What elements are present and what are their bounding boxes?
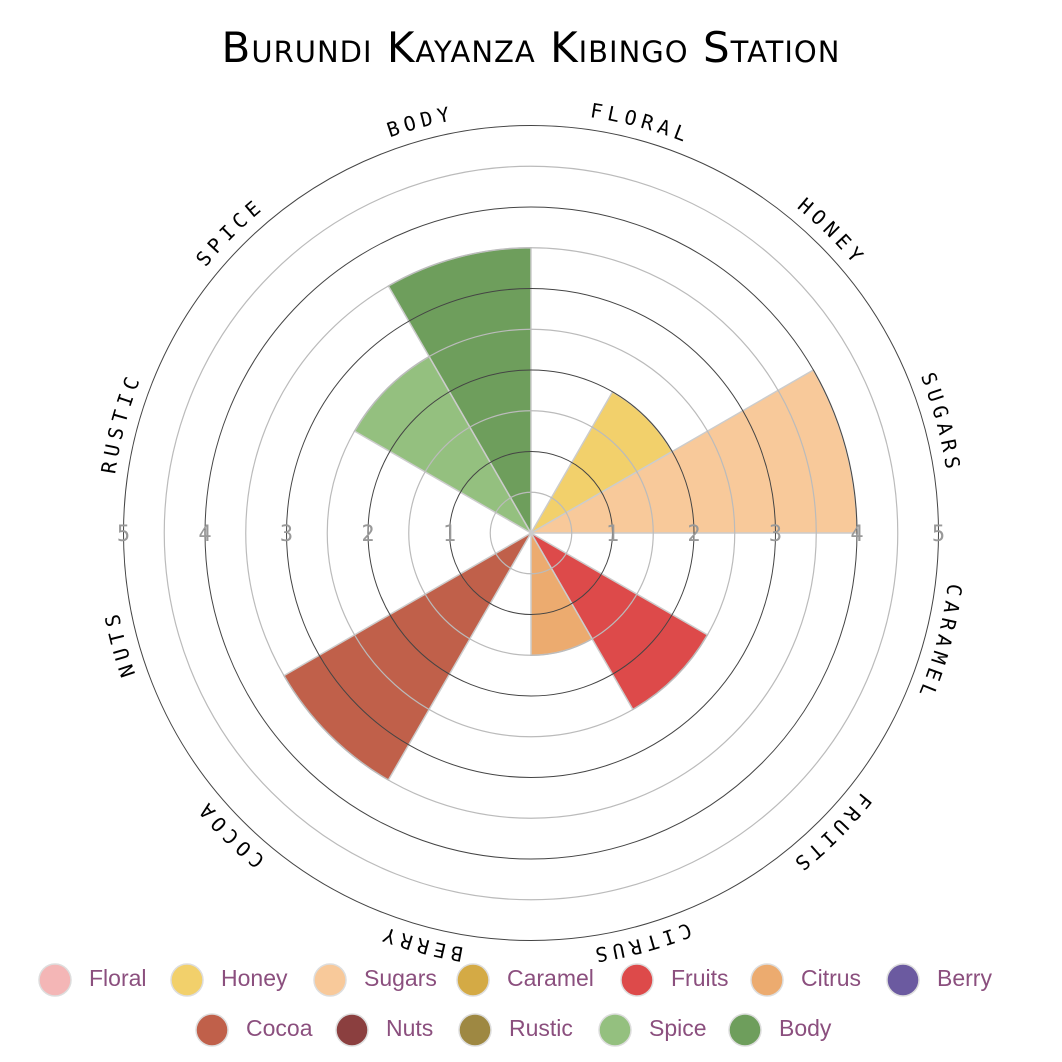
legend-swatch <box>170 963 204 997</box>
grid-circle <box>367 369 695 697</box>
grid-circle <box>123 125 939 941</box>
r-tick-label: 2 <box>687 522 700 547</box>
category-label: Nuts <box>99 607 140 680</box>
legend-swatch <box>750 963 784 997</box>
legend-label: Honey <box>221 965 288 991</box>
category-label: Caramel <box>913 582 967 705</box>
legend-swatch <box>598 1013 632 1047</box>
legend-label: Nuts <box>386 1015 433 1041</box>
legend-swatch <box>335 1013 369 1047</box>
grid-circle <box>204 206 858 860</box>
legend-label: Berry <box>937 965 992 991</box>
legend-label: Cocoa <box>246 1015 313 1041</box>
r-tick-label: 4 <box>198 522 211 547</box>
r-tick-label: 2 <box>361 522 374 547</box>
legend-swatch <box>886 963 920 997</box>
legend-swatch <box>313 963 347 997</box>
category-label: Body <box>384 101 457 142</box>
minor-grid-circle <box>245 247 817 819</box>
legend-swatch <box>38 963 72 997</box>
legend-label: Floral <box>89 965 147 991</box>
r-tick-label: 5 <box>117 522 130 547</box>
minor-grid-circle <box>408 410 654 656</box>
minor-grid-circle <box>489 491 573 575</box>
minor-grid-circle <box>326 328 736 738</box>
category-label-path: Fruits <box>787 789 872 879</box>
legend-label: Citrus <box>801 965 861 991</box>
legend-swatch <box>728 1013 762 1047</box>
category-label-path: Berry <box>375 921 460 966</box>
legend-label: Rustic <box>509 1015 573 1041</box>
sector <box>282 530 534 782</box>
legend-label: Fruits <box>671 965 729 991</box>
legend-swatch <box>456 963 490 997</box>
grid-circle <box>286 288 776 778</box>
legend-label: Caramel <box>507 965 594 991</box>
category-label-path: Caramel <box>913 582 962 705</box>
grid-circle <box>449 451 613 615</box>
r-tick-label: 4 <box>850 522 863 547</box>
legend-swatch <box>195 1013 229 1047</box>
category-label-path: Nuts <box>99 607 135 680</box>
r-tick-label: 1 <box>606 522 619 547</box>
category-label: Berry <box>375 921 465 966</box>
r-tick-label: 3 <box>280 522 293 547</box>
category-label: Fruits <box>787 789 877 879</box>
legend-swatch <box>620 963 654 997</box>
minor-grid-circle <box>163 165 899 901</box>
r-tick-label: 1 <box>443 522 456 547</box>
chart-title: Burundi Kayanza Kibingo Station <box>222 23 841 72</box>
category-label-path: Body <box>384 101 452 142</box>
legend-label: Spice <box>649 1015 707 1041</box>
r-tick-label: 5 <box>932 522 945 547</box>
legend-label: Body <box>779 1015 832 1041</box>
legend-label: Sugars <box>364 965 437 991</box>
r-tick-label: 3 <box>769 522 782 547</box>
legend-swatch <box>458 1013 492 1047</box>
